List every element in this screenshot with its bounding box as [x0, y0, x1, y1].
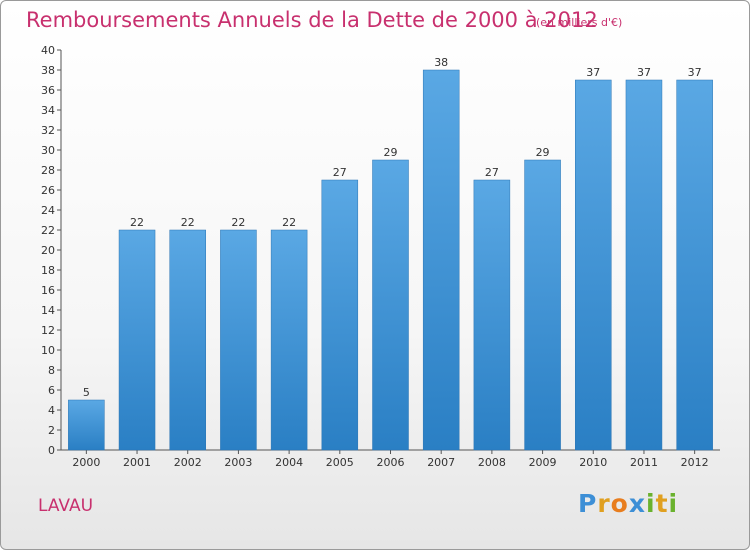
x-tick-label-2012: 2012	[681, 456, 709, 469]
bar-2012	[676, 79, 713, 451]
y-tick-label: 8	[48, 364, 55, 377]
data-label-2011: 37	[637, 66, 651, 79]
chart-subtitle: (en milliers d'€)	[536, 16, 623, 29]
bars: 5 22 22 22 22 27 29 38 27 29 37 37 37	[68, 56, 713, 451]
x-tick-label-2006: 2006	[377, 456, 405, 469]
logo-letter: x	[628, 489, 646, 518]
bar-2001	[118, 229, 156, 451]
data-label-2007: 38	[434, 56, 448, 69]
data-label-2000: 5	[83, 386, 90, 399]
logo-letter: t	[655, 489, 669, 518]
y-tick-label: 10	[41, 344, 55, 357]
bar-2007	[422, 69, 460, 451]
y-tick-label: 22	[41, 224, 55, 237]
y-tick-label: 18	[41, 264, 55, 277]
bar-2011	[625, 79, 663, 451]
y-tick-label: 16	[41, 284, 55, 297]
y-tick-label: 38	[41, 64, 55, 77]
data-label-2010: 37	[586, 66, 600, 79]
y-tick-label: 30	[41, 144, 55, 157]
x-tick-label-2010: 2010	[579, 456, 607, 469]
bar-2005	[321, 179, 359, 451]
bar-2003	[220, 229, 257, 451]
y-tick-label: 0	[48, 444, 55, 457]
x-tick-label-2009: 2009	[529, 456, 557, 469]
logo-letter: o	[610, 489, 629, 518]
data-label-2008: 27	[485, 166, 499, 179]
bar-2009	[524, 159, 561, 451]
data-label-2002: 22	[181, 216, 195, 229]
logo-letter: i	[668, 489, 679, 518]
y-tick-label: 40	[41, 44, 55, 57]
bar-2006	[372, 159, 409, 451]
y-tick-label: 26	[41, 184, 55, 197]
chart-title: Remboursements Annuels de la Dette de 20…	[26, 8, 598, 32]
y-tick-label: 6	[48, 384, 55, 397]
y-tick-label: 2	[48, 424, 55, 437]
x-tick-label-2001: 2001	[123, 456, 151, 469]
data-label-2005: 27	[333, 166, 347, 179]
data-label-2012: 37	[688, 66, 702, 79]
x-tick-label-2002: 2002	[174, 456, 202, 469]
bar-2010	[575, 79, 612, 451]
logo-letter: i	[646, 489, 656, 518]
bar-2000	[68, 399, 105, 451]
logo-letter: P	[578, 489, 598, 518]
bar-2008	[473, 179, 511, 451]
proxiti-logo: Proxiti	[578, 489, 678, 518]
commune-name: LAVAU	[38, 496, 94, 516]
x-tick-label-2004: 2004	[275, 456, 303, 469]
x-tick-label-2000: 2000	[72, 456, 100, 469]
y-tick-label: 28	[41, 164, 55, 177]
y-tick-label: 34	[41, 104, 55, 117]
x-tick-label-2011: 2011	[630, 456, 658, 469]
y-tick-label: 4	[48, 404, 55, 417]
x-tick-label-2005: 2005	[326, 456, 354, 469]
x-tick-label-2003: 2003	[224, 456, 252, 469]
data-label-2001: 22	[130, 216, 144, 229]
bar-2004	[270, 229, 308, 451]
x-tick-label-2008: 2008	[478, 456, 506, 469]
y-tick-label: 32	[41, 124, 55, 137]
logo-letter: r	[597, 489, 611, 518]
data-label-2006: 29	[384, 146, 398, 159]
y-tick-label: 14	[41, 304, 55, 317]
y-tick-label: 36	[41, 84, 55, 97]
y-tick-label: 12	[41, 324, 55, 337]
x-tick-label-2007: 2007	[427, 456, 455, 469]
y-tick-label: 24	[41, 204, 55, 217]
y-tick-label: 20	[41, 244, 55, 257]
data-label-2004: 22	[282, 216, 296, 229]
data-label-2003: 22	[231, 216, 245, 229]
bar-2002	[169, 229, 206, 451]
data-label-2009: 29	[536, 146, 550, 159]
